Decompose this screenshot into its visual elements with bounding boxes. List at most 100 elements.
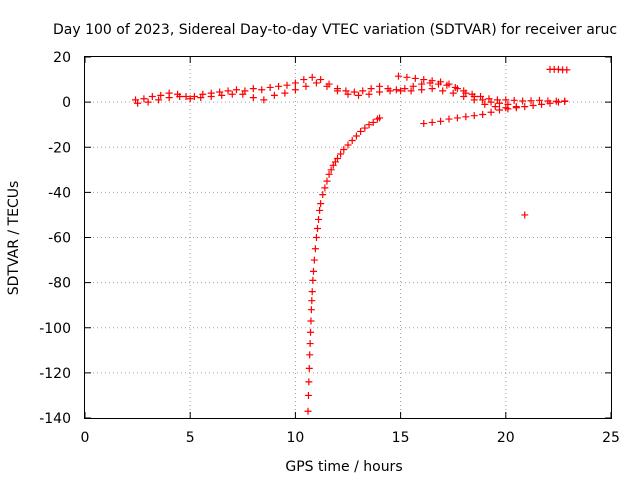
data-point [315, 215, 323, 223]
chart-title: Day 100 of 2023, Sidereal Day-to-day VTE… [53, 22, 617, 38]
data-point [249, 94, 257, 102]
y-tick-label: -140 [39, 411, 71, 427]
x-tick-label: 5 [186, 430, 195, 446]
data-point [376, 114, 384, 122]
data-point [401, 85, 409, 93]
y-tick-label: -40 [48, 185, 71, 201]
x-axis-title: GPS time / hours [285, 459, 402, 475]
y-tick-label: -60 [48, 231, 71, 247]
data-point [134, 99, 142, 107]
data-point [392, 86, 400, 94]
data-point [308, 297, 316, 305]
data-point [186, 95, 194, 103]
data-point [361, 124, 369, 132]
data-point [309, 276, 317, 284]
data-point [462, 89, 470, 97]
data-point [521, 211, 529, 219]
data-point [148, 92, 156, 100]
data-point [403, 73, 411, 81]
data-point [307, 328, 315, 336]
data-point [437, 117, 445, 125]
data-point [538, 100, 546, 108]
data-point [357, 127, 365, 135]
data-point [445, 80, 453, 88]
x-tick-label: 0 [81, 430, 90, 446]
data-point [307, 317, 315, 325]
data-point [197, 94, 205, 102]
data-point [258, 86, 266, 94]
data-point [561, 97, 569, 105]
data-point [333, 87, 341, 95]
data-point [311, 245, 319, 253]
data-point [420, 120, 428, 128]
y-tick-label: -100 [39, 321, 71, 337]
data-point [510, 96, 518, 104]
data-point [260, 96, 268, 104]
data-point [306, 340, 314, 348]
data-point [310, 256, 318, 264]
data-point [307, 306, 315, 314]
data-point [228, 90, 236, 98]
data-point [182, 92, 190, 100]
data-point [302, 82, 310, 90]
data-point [495, 99, 503, 107]
data-point [323, 82, 331, 90]
data-point [319, 191, 327, 199]
data-point [418, 86, 426, 94]
y-tick-label: -120 [39, 366, 71, 382]
data-point [529, 102, 537, 110]
data-point [397, 87, 405, 95]
data-point [308, 73, 316, 81]
data-point [348, 136, 356, 144]
data-point [300, 76, 308, 84]
data-point [546, 99, 554, 107]
data-point [376, 88, 384, 96]
data-point [317, 76, 325, 84]
data-point [155, 96, 163, 104]
data-point [308, 288, 316, 296]
data-point [218, 91, 226, 99]
data-point [317, 200, 325, 208]
data-point [359, 87, 367, 95]
data-point [554, 98, 562, 106]
data-point [340, 146, 348, 154]
data-point [337, 150, 345, 158]
data-point [275, 82, 283, 90]
x-tick-label: 25 [602, 430, 620, 446]
data-point [305, 378, 313, 386]
data-point [502, 96, 510, 104]
data-point [140, 95, 148, 103]
data-point [190, 92, 198, 100]
data-point [355, 91, 363, 99]
data-point [512, 104, 520, 112]
data-point [462, 113, 470, 121]
data-point [481, 100, 489, 108]
data-point [232, 86, 240, 94]
points-layer [131, 65, 571, 415]
ticks-layer: 0 5 10 15 20 25 20 0 -20 -40 -60 -80 -100 -120 -140 [39, 50, 620, 446]
x-tick-label: 20 [497, 430, 515, 446]
data-point [281, 89, 289, 97]
y-tick-label: 20 [53, 50, 71, 66]
data-point [176, 92, 184, 100]
data-point [487, 108, 495, 116]
data-point [352, 132, 360, 140]
data-point [535, 96, 543, 104]
data-point [304, 407, 312, 415]
data-point [367, 85, 375, 93]
data-point [386, 87, 394, 95]
data-point [365, 90, 373, 98]
data-point [321, 184, 329, 192]
data-point [144, 98, 152, 106]
data-point [369, 118, 377, 126]
data-point [439, 87, 447, 95]
data-point [157, 91, 165, 99]
data-point [344, 141, 352, 149]
data-point [411, 74, 419, 82]
x-tick-label: 15 [392, 430, 410, 446]
data-point [491, 103, 499, 111]
data-point [420, 76, 428, 84]
data-point [270, 91, 278, 99]
data-point [495, 106, 503, 114]
data-point [563, 66, 571, 74]
